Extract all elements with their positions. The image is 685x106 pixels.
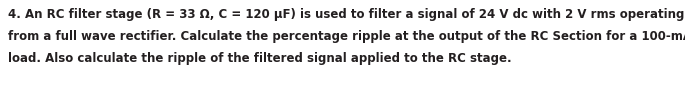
Text: load. Also calculate the ripple of the filtered signal applied to the RC stage.: load. Also calculate the ripple of the f… (8, 52, 512, 65)
Text: from a full wave rectifier. Calculate the percentage ripple at the output of the: from a full wave rectifier. Calculate th… (8, 30, 685, 43)
Text: 4. An RC filter stage (R = 33 Ω, C = 120 µF) is used to filter a signal of 24 V : 4. An RC filter stage (R = 33 Ω, C = 120… (8, 8, 684, 21)
